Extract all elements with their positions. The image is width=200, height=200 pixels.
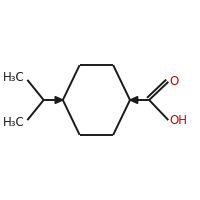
- Polygon shape: [130, 97, 138, 103]
- Text: H₃C: H₃C: [3, 71, 24, 84]
- Text: O: O: [169, 75, 179, 88]
- Text: OH: OH: [169, 114, 187, 127]
- Polygon shape: [55, 97, 63, 103]
- Text: H₃C: H₃C: [3, 116, 24, 129]
